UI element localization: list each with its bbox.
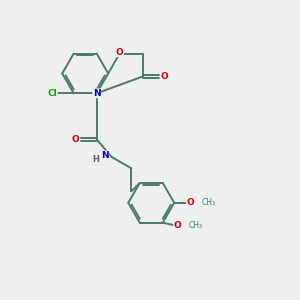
Text: N: N (101, 151, 109, 160)
Text: Cl: Cl (48, 89, 57, 98)
Text: CH₃: CH₃ (201, 198, 215, 207)
Text: H: H (93, 155, 100, 164)
Text: O: O (160, 72, 168, 81)
Text: O: O (71, 135, 79, 144)
Text: O: O (187, 198, 194, 207)
Text: O: O (174, 221, 181, 230)
Text: N: N (93, 89, 100, 98)
Text: O: O (116, 48, 124, 57)
Text: CH₃: CH₃ (188, 221, 203, 230)
